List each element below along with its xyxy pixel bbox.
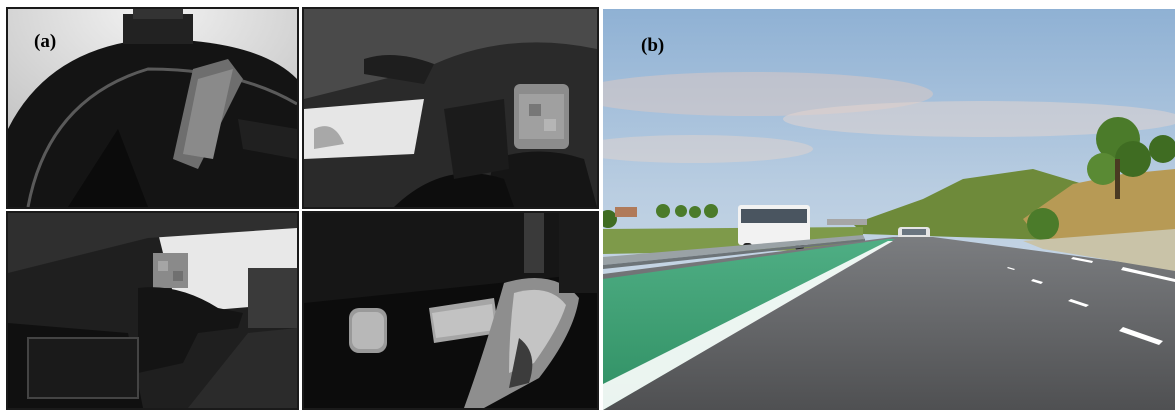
camera-view-driver-side [6, 211, 299, 410]
panel-b-label: (b) [641, 35, 665, 56]
simulator-scene-image [603, 9, 1175, 410]
panel-a-label: (a) [34, 31, 57, 52]
camera-roof-image [8, 9, 297, 207]
camera-face-image [304, 9, 597, 207]
panel-a-camera-grid: (a) [6, 7, 599, 410]
camera-view-driver-face [302, 7, 599, 209]
camera-view-roof: (a) [6, 7, 299, 209]
camera-view-pedals [302, 211, 599, 410]
camera-pedals-image [304, 213, 597, 408]
camera-side-image [8, 213, 297, 408]
panel-b-simulator-view: (b) [603, 9, 1175, 410]
